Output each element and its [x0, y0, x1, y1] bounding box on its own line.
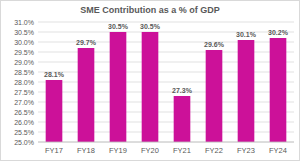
- bar: [238, 40, 255, 142]
- y-tick-label: 30.5%: [14, 29, 34, 36]
- y-tick-label: 31.0%: [14, 19, 34, 26]
- bar: [174, 96, 191, 142]
- grid-line: [38, 82, 294, 83]
- grid-line: [38, 72, 294, 73]
- grid-line: [38, 102, 294, 103]
- x-axis-line: [38, 142, 294, 143]
- bar: [110, 32, 127, 142]
- grid-line: [38, 22, 294, 23]
- y-tick-label: 27.0%: [14, 99, 34, 106]
- data-label: 30.1%: [236, 31, 257, 38]
- bar: [142, 32, 159, 142]
- x-tick-label: FY24: [269, 146, 287, 155]
- y-tick-label: 29.0%: [14, 59, 34, 66]
- grid-line: [38, 92, 294, 93]
- x-tick-label: FY18: [77, 146, 95, 155]
- y-tick-label: 26.5%: [14, 109, 34, 116]
- chart-container: SME Contribution as a % of GDP 25.0% 25.5%…: [0, 0, 300, 161]
- y-tick-label: 25.0%: [14, 139, 34, 146]
- bar: [206, 50, 223, 142]
- y-tick-label: 27.5%: [14, 89, 34, 96]
- x-tick-label: FY21: [173, 146, 191, 155]
- title: SME Contribution as a % of GDP: [80, 5, 220, 15]
- y-tick-label: 25.5%: [14, 129, 34, 136]
- y-tick-label: 28.5%: [14, 69, 34, 76]
- chart-svg: SME Contribution as a % of GDP 25.0% 25.5%…: [0, 0, 300, 161]
- data-label: 29.7%: [76, 39, 97, 46]
- data-label: 27.3%: [172, 87, 193, 94]
- y-tick-label: 29.5%: [14, 49, 34, 56]
- x-tick-label: FY23: [237, 146, 255, 155]
- x-tick-label: FY20: [141, 146, 159, 155]
- x-tick-label: FY22: [205, 146, 223, 155]
- data-label: 30.5%: [140, 23, 161, 30]
- y-tick-label: 30.0%: [14, 39, 34, 46]
- y-tick-label: 28.0%: [14, 79, 34, 86]
- grid-line: [38, 52, 294, 53]
- grid-line: [38, 142, 294, 143]
- data-label: 29.6%: [204, 41, 225, 48]
- grid-line: [38, 122, 294, 123]
- bar: [46, 80, 63, 142]
- grid-line: [38, 112, 294, 113]
- x-tick-label: FY17: [45, 146, 63, 155]
- bar: [270, 38, 287, 142]
- data-label: 28.1%: [44, 71, 65, 78]
- data-label: 30.2%: [268, 29, 289, 36]
- grid-line: [38, 62, 294, 63]
- data-label: 30.5%: [108, 23, 129, 30]
- x-tick-label: FY19: [109, 146, 127, 155]
- bars: [46, 32, 287, 142]
- grid-line: [38, 132, 294, 133]
- chart-frame: [1, 1, 300, 161]
- y-tick-label: 26.0%: [14, 119, 34, 126]
- bar: [78, 48, 95, 142]
